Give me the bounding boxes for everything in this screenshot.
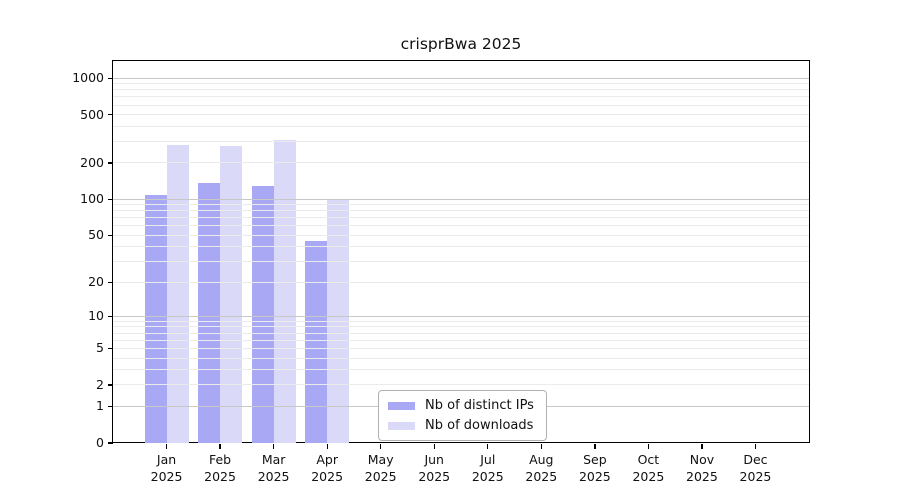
y-tick-mark: [108, 315, 113, 318]
y-tick-label: 500: [80, 106, 104, 122]
legend-label-downloads: Nb of downloads: [425, 418, 534, 433]
gridline-minor: [113, 261, 809, 263]
y-tick-mark: [108, 442, 113, 444]
gridline-minor: [113, 114, 809, 116]
x-tick-mark: [647, 444, 650, 449]
x-tick-mark: [594, 444, 596, 449]
x-tick-mark: [165, 444, 168, 449]
y-tick-mark: [108, 198, 113, 200]
gridline-minor: [113, 225, 809, 227]
y-tick-mark: [108, 114, 113, 116]
x-tick-label-mar: Mar 2025: [257, 452, 290, 484]
gridline-minor: [113, 162, 809, 164]
x-tick-label-sep: Sep 2025: [578, 452, 611, 484]
legend: Nb of distinct IPs Nb of downloads: [378, 390, 547, 441]
x-tick-mark: [754, 444, 757, 449]
gridline-minor: [113, 104, 809, 106]
gridline-major: [113, 315, 809, 317]
x-tick-mark: [701, 444, 703, 449]
gridline-minor: [113, 204, 809, 206]
x-tick-mark: [487, 444, 489, 449]
bar-distinct-ips-mar: [251, 185, 274, 443]
gridline-minor: [113, 281, 809, 283]
gridline-minor: [113, 326, 809, 328]
x-tick-mark: [540, 444, 542, 449]
x-tick-label-aug: Aug 2025: [525, 452, 558, 484]
x-tick-mark: [219, 444, 221, 449]
y-tick-mark: [108, 281, 113, 283]
x-tick-mark: [326, 444, 328, 449]
x-tick-label-jul: Jul 2025: [471, 452, 504, 484]
y-tick-label: 1: [96, 398, 104, 414]
y-tick-label: 10: [88, 308, 104, 324]
x-tick-label-dec: Dec 2025: [739, 452, 772, 484]
y-tick-mark: [108, 405, 113, 408]
x-tick-label-nov: Nov 2025: [686, 452, 718, 484]
y-tick-label: 100: [80, 191, 104, 207]
y-tick-label: 1000: [72, 70, 104, 86]
y-tick-label: 0: [96, 435, 104, 450]
x-tick-label-jun: Jun 2025: [418, 452, 451, 484]
y-tick-mark: [108, 162, 113, 164]
gridlines-layer: [113, 61, 809, 442]
gridline-major: [113, 77, 809, 79]
gridline-major: [113, 198, 809, 200]
gridline-minor: [113, 217, 809, 219]
x-tick-label-apr: Apr 2025: [311, 452, 344, 484]
x-tick-mark: [433, 444, 435, 449]
y-tick-label: 50: [88, 227, 104, 243]
gridline-minor: [113, 234, 809, 236]
gridline-minor: [113, 246, 809, 248]
bar-distinct-ips-feb: [198, 182, 221, 443]
legend-swatch-distinct-ips-icon: [388, 401, 415, 410]
gridline-minor: [113, 339, 809, 341]
y-tick-label: 5: [96, 340, 104, 356]
x-tick-mark: [380, 444, 382, 449]
gridline-minor: [113, 96, 809, 98]
gridline-minor: [113, 83, 809, 85]
bar-distinct-ips-apr: [305, 240, 328, 443]
bar-downloads-mar: [273, 139, 296, 443]
bar-downloads-jan: [166, 145, 189, 443]
gridline-minor: [113, 357, 809, 359]
x-tick-mark: [273, 444, 275, 449]
gridline-minor: [113, 125, 809, 127]
y-tick-mark: [108, 234, 113, 237]
gridline-minor: [113, 347, 809, 349]
legend-item-downloads: Nb of downloads: [388, 417, 536, 434]
y-tick-label: 2: [96, 376, 104, 392]
y-tick-mark: [108, 384, 113, 386]
plot-area: [112, 60, 810, 443]
gridline-minor: [113, 384, 809, 386]
x-tick-label-may: May 2025: [364, 452, 397, 484]
gridline-minor: [113, 210, 809, 212]
legend-label-distinct-ips: Nb of distinct IPs: [425, 398, 534, 413]
gridline-minor: [113, 89, 809, 91]
y-tick-mark: [108, 347, 113, 350]
legend-item-distinct-ips: Nb of distinct IPs: [388, 397, 536, 414]
x-tick-label-oct: Oct 2025: [632, 452, 665, 484]
gridline-minor: [113, 141, 809, 143]
y-tick-label: 20: [88, 274, 104, 290]
y-axis: 0 1 2 5 10 20 50 100 200 500 1000: [0, 60, 113, 455]
gridline-minor: [113, 369, 809, 371]
bars-layer: [113, 61, 809, 443]
gridline-minor: [113, 332, 809, 334]
x-tick-label-jan: Jan 2025: [150, 452, 183, 484]
bar-distinct-ips-jan: [144, 195, 167, 443]
legend-swatch-downloads-icon: [388, 421, 415, 430]
gridline-minor: [113, 320, 809, 322]
x-tick-label-feb: Feb 2025: [204, 452, 236, 484]
y-tick-mark: [108, 77, 113, 79]
bar-downloads-feb: [220, 146, 243, 443]
x-axis: Jan 2025 Feb 2025 Mar 2025 Apr 2025 May 2025…: [112, 443, 810, 498]
y-tick-label: 200: [80, 154, 104, 170]
chart-title: crisprBwa 2025: [400, 35, 522, 53]
